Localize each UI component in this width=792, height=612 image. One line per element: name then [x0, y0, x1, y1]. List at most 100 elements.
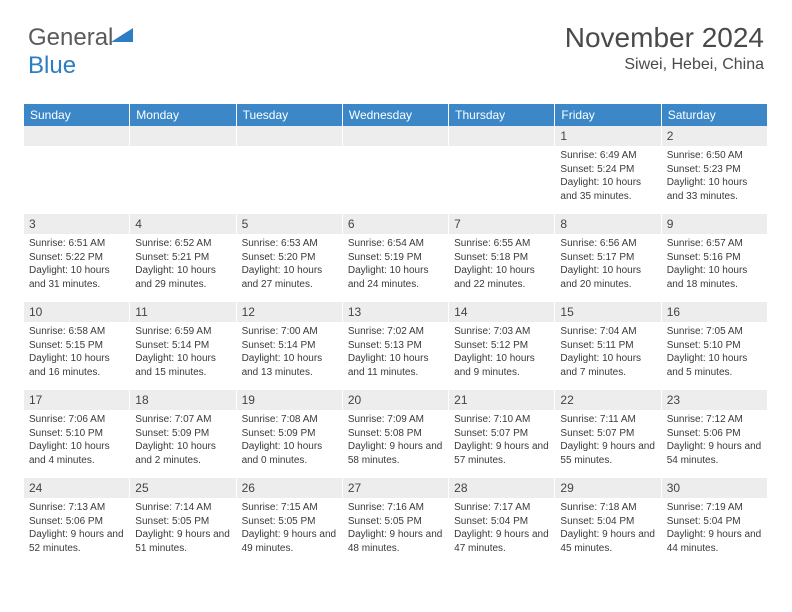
- calendar-cell: [237, 126, 343, 214]
- calendar-cell: 14Sunrise: 7:03 AMSunset: 5:12 PMDayligh…: [449, 302, 555, 390]
- day-number: 10: [24, 302, 129, 322]
- day-number: 16: [662, 302, 767, 322]
- calendar-cell: 26Sunrise: 7:15 AMSunset: 5:05 PMDayligh…: [237, 478, 343, 566]
- day-number-empty: [343, 126, 448, 146]
- day-number: 13: [343, 302, 448, 322]
- calendar-cell: [24, 126, 130, 214]
- day-number: 29: [555, 478, 660, 498]
- cell-body: Sunrise: 7:09 AMSunset: 5:08 PMDaylight:…: [343, 410, 448, 471]
- day-number: 12: [237, 302, 342, 322]
- cell-body: Sunrise: 6:49 AMSunset: 5:24 PMDaylight:…: [555, 146, 660, 207]
- calendar-cell: 22Sunrise: 7:11 AMSunset: 5:07 PMDayligh…: [555, 390, 661, 478]
- cell-body: Sunrise: 7:18 AMSunset: 5:04 PMDaylight:…: [555, 498, 660, 559]
- cell-body: Sunrise: 6:53 AMSunset: 5:20 PMDaylight:…: [237, 234, 342, 295]
- day-number: 7: [449, 214, 554, 234]
- calendar-cell: 25Sunrise: 7:14 AMSunset: 5:05 PMDayligh…: [130, 478, 236, 566]
- cell-body: Sunrise: 7:19 AMSunset: 5:04 PMDaylight:…: [662, 498, 767, 559]
- calendar-cell: 19Sunrise: 7:08 AMSunset: 5:09 PMDayligh…: [237, 390, 343, 478]
- day-number-empty: [449, 126, 554, 146]
- day-number: 20: [343, 390, 448, 410]
- calendar-cell: 12Sunrise: 7:00 AMSunset: 5:14 PMDayligh…: [237, 302, 343, 390]
- calendar-cell: [130, 126, 236, 214]
- calendar-cell: 6Sunrise: 6:54 AMSunset: 5:19 PMDaylight…: [343, 214, 449, 302]
- day-number: 18: [130, 390, 235, 410]
- day-number: 22: [555, 390, 660, 410]
- cell-body: Sunrise: 7:07 AMSunset: 5:09 PMDaylight:…: [130, 410, 235, 471]
- cell-body: Sunrise: 7:14 AMSunset: 5:05 PMDaylight:…: [130, 498, 235, 559]
- calendar-cell: 7Sunrise: 6:55 AMSunset: 5:18 PMDaylight…: [449, 214, 555, 302]
- day-number: 21: [449, 390, 554, 410]
- logo-text-gray: General: [28, 24, 113, 51]
- cell-body: Sunrise: 6:54 AMSunset: 5:19 PMDaylight:…: [343, 234, 448, 295]
- day-number: 15: [555, 302, 660, 322]
- calendar-cell: 16Sunrise: 7:05 AMSunset: 5:10 PMDayligh…: [662, 302, 768, 390]
- day-number: 3: [24, 214, 129, 234]
- day-number: 25: [130, 478, 235, 498]
- cell-body: Sunrise: 6:55 AMSunset: 5:18 PMDaylight:…: [449, 234, 554, 295]
- logo-text-blue: Blue: [28, 52, 76, 79]
- day-number-empty: [130, 126, 235, 146]
- cell-body: Sunrise: 7:10 AMSunset: 5:07 PMDaylight:…: [449, 410, 554, 471]
- calendar-cell: 5Sunrise: 6:53 AMSunset: 5:20 PMDaylight…: [237, 214, 343, 302]
- cell-body: Sunrise: 7:11 AMSunset: 5:07 PMDaylight:…: [555, 410, 660, 471]
- calendar-cell: 9Sunrise: 6:57 AMSunset: 5:16 PMDaylight…: [662, 214, 768, 302]
- calendar-grid: SundayMondayTuesdayWednesdayThursdayFrid…: [24, 104, 768, 566]
- calendar-cell: 3Sunrise: 6:51 AMSunset: 5:22 PMDaylight…: [24, 214, 130, 302]
- calendar-cell: 28Sunrise: 7:17 AMSunset: 5:04 PMDayligh…: [449, 478, 555, 566]
- day-number: 6: [343, 214, 448, 234]
- day-number: 27: [343, 478, 448, 498]
- calendar-cell: 21Sunrise: 7:10 AMSunset: 5:07 PMDayligh…: [449, 390, 555, 478]
- cell-body: Sunrise: 6:58 AMSunset: 5:15 PMDaylight:…: [24, 322, 129, 383]
- cell-body: Sunrise: 6:50 AMSunset: 5:23 PMDaylight:…: [662, 146, 767, 207]
- calendar-cell: 29Sunrise: 7:18 AMSunset: 5:04 PMDayligh…: [555, 478, 661, 566]
- calendar-cell: 10Sunrise: 6:58 AMSunset: 5:15 PMDayligh…: [24, 302, 130, 390]
- day-header: Saturday: [662, 104, 768, 126]
- page-title: November 2024: [565, 22, 764, 54]
- day-header: Tuesday: [237, 104, 343, 126]
- calendar-cell: 15Sunrise: 7:04 AMSunset: 5:11 PMDayligh…: [555, 302, 661, 390]
- day-number: 8: [555, 214, 660, 234]
- cell-body: Sunrise: 7:04 AMSunset: 5:11 PMDaylight:…: [555, 322, 660, 383]
- day-number: 23: [662, 390, 767, 410]
- day-number: 24: [24, 478, 129, 498]
- day-number: 4: [130, 214, 235, 234]
- cell-body: Sunrise: 7:05 AMSunset: 5:10 PMDaylight:…: [662, 322, 767, 383]
- cell-body: Sunrise: 7:13 AMSunset: 5:06 PMDaylight:…: [24, 498, 129, 559]
- cell-body: Sunrise: 6:52 AMSunset: 5:21 PMDaylight:…: [130, 234, 235, 295]
- cell-body: Sunrise: 7:03 AMSunset: 5:12 PMDaylight:…: [449, 322, 554, 383]
- cell-body: Sunrise: 6:51 AMSunset: 5:22 PMDaylight:…: [24, 234, 129, 295]
- day-header: Wednesday: [343, 104, 449, 126]
- day-header: Monday: [130, 104, 236, 126]
- calendar-cell: 23Sunrise: 7:12 AMSunset: 5:06 PMDayligh…: [662, 390, 768, 478]
- calendar-cell: 13Sunrise: 7:02 AMSunset: 5:13 PMDayligh…: [343, 302, 449, 390]
- calendar-cell: 4Sunrise: 6:52 AMSunset: 5:21 PMDaylight…: [130, 214, 236, 302]
- day-number: 26: [237, 478, 342, 498]
- calendar-cell: 17Sunrise: 7:06 AMSunset: 5:10 PMDayligh…: [24, 390, 130, 478]
- calendar-cell: 11Sunrise: 6:59 AMSunset: 5:14 PMDayligh…: [130, 302, 236, 390]
- calendar-cell: 27Sunrise: 7:16 AMSunset: 5:05 PMDayligh…: [343, 478, 449, 566]
- day-number: 14: [449, 302, 554, 322]
- cell-body: Sunrise: 6:57 AMSunset: 5:16 PMDaylight:…: [662, 234, 767, 295]
- logo: General Blue: [28, 24, 133, 80]
- day-header: Friday: [555, 104, 661, 126]
- calendar-cell: 30Sunrise: 7:19 AMSunset: 5:04 PMDayligh…: [662, 478, 768, 566]
- calendar-cell: 20Sunrise: 7:09 AMSunset: 5:08 PMDayligh…: [343, 390, 449, 478]
- day-header: Thursday: [449, 104, 555, 126]
- logo-triangle-icon: [111, 28, 133, 44]
- cell-body: Sunrise: 7:08 AMSunset: 5:09 PMDaylight:…: [237, 410, 342, 471]
- cell-body: Sunrise: 7:16 AMSunset: 5:05 PMDaylight:…: [343, 498, 448, 559]
- cell-body: Sunrise: 6:56 AMSunset: 5:17 PMDaylight:…: [555, 234, 660, 295]
- cell-body: Sunrise: 6:59 AMSunset: 5:14 PMDaylight:…: [130, 322, 235, 383]
- day-number: 2: [662, 126, 767, 146]
- cell-body: Sunrise: 7:00 AMSunset: 5:14 PMDaylight:…: [237, 322, 342, 383]
- calendar-cell: 18Sunrise: 7:07 AMSunset: 5:09 PMDayligh…: [130, 390, 236, 478]
- calendar-cell: [343, 126, 449, 214]
- header-right: November 2024 Siwei, Hebei, China: [565, 22, 764, 74]
- day-number: 28: [449, 478, 554, 498]
- day-number: 17: [24, 390, 129, 410]
- day-number-empty: [237, 126, 342, 146]
- calendar-cell: 2Sunrise: 6:50 AMSunset: 5:23 PMDaylight…: [662, 126, 768, 214]
- day-number: 11: [130, 302, 235, 322]
- calendar-cell: 24Sunrise: 7:13 AMSunset: 5:06 PMDayligh…: [24, 478, 130, 566]
- cell-body: Sunrise: 7:02 AMSunset: 5:13 PMDaylight:…: [343, 322, 448, 383]
